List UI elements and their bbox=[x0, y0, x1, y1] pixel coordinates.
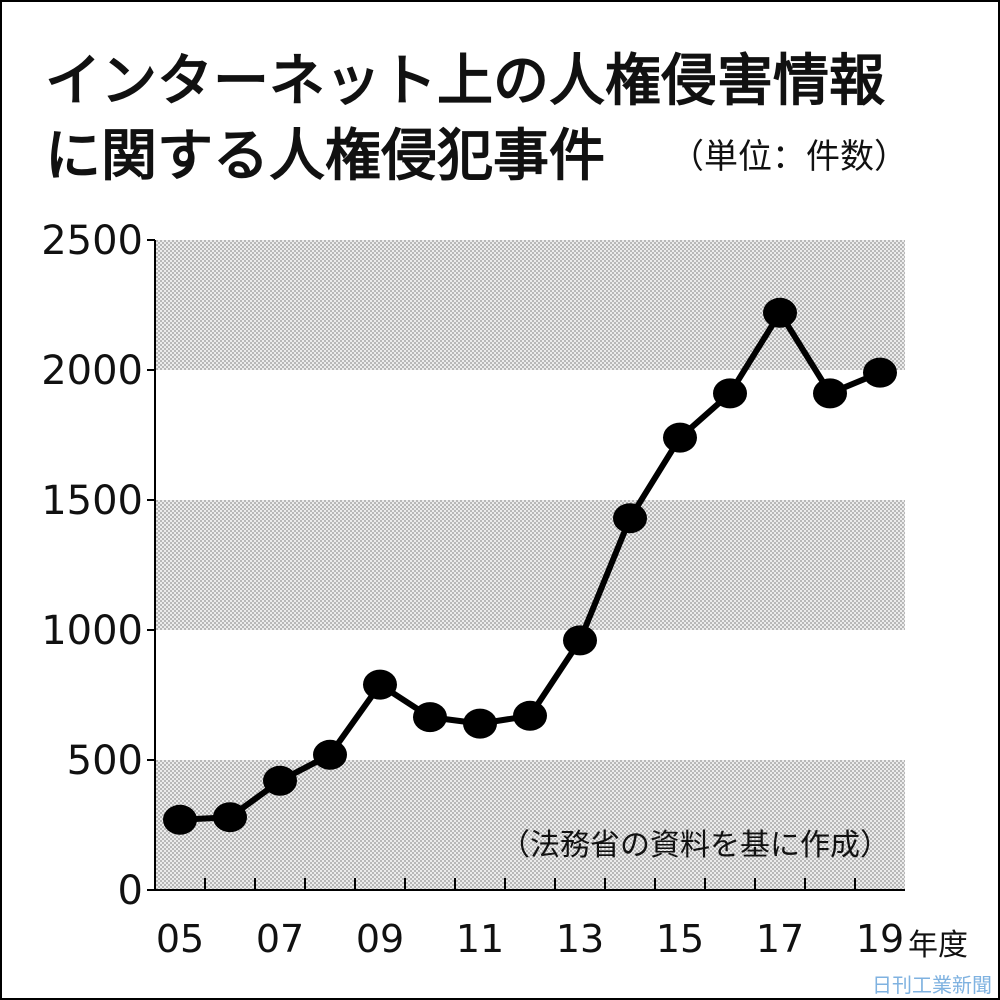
chart-title: に関する人権侵犯事件 bbox=[45, 124, 605, 189]
data-point bbox=[663, 422, 697, 453]
data-point bbox=[863, 357, 897, 388]
x-tick-label: 05 bbox=[156, 917, 204, 961]
x-axis-label: 年度 bbox=[908, 928, 968, 963]
y-tick-label: 0 bbox=[118, 868, 143, 914]
data-point bbox=[813, 378, 847, 409]
x-tick-label: 13 bbox=[556, 917, 604, 961]
data-point bbox=[213, 802, 247, 833]
chart-subtitle: （単位：件数） bbox=[670, 137, 908, 177]
x-tick-label: 19 bbox=[856, 917, 904, 961]
data-point bbox=[463, 708, 497, 739]
x-tick-label: 11 bbox=[456, 917, 504, 961]
data-point bbox=[363, 669, 397, 700]
x-tick-label: 17 bbox=[756, 917, 804, 961]
y-tick-label: 1500 bbox=[41, 478, 143, 524]
data-point bbox=[313, 739, 347, 770]
data-point bbox=[713, 378, 747, 409]
y-tick-label: 2500 bbox=[41, 218, 143, 264]
data-point bbox=[613, 503, 647, 534]
x-tick-label: 15 bbox=[656, 917, 704, 961]
series bbox=[163, 297, 897, 835]
y-tick-label: 1000 bbox=[41, 608, 143, 654]
data-point bbox=[513, 700, 547, 731]
data-point bbox=[263, 765, 297, 796]
axes: 0 500 1000 1500 2000 2500 05 07 09 11 13 15 17 19 bbox=[41, 218, 905, 961]
x-tick-label: 09 bbox=[356, 917, 404, 961]
data-point bbox=[563, 625, 597, 656]
plot-band bbox=[155, 500, 905, 630]
source: 日刊工業新聞 bbox=[872, 973, 992, 997]
data-point bbox=[413, 702, 447, 733]
annotation: （法務省の資料を基に作成） bbox=[500, 828, 890, 863]
data-point bbox=[763, 297, 797, 328]
x-tick-label: 07 bbox=[256, 917, 304, 961]
data-point bbox=[163, 804, 197, 835]
y-tick-label: 500 bbox=[67, 738, 143, 784]
y-tick-label: 2000 bbox=[41, 348, 143, 394]
chart-title: インターネット上の人権侵害情報 bbox=[45, 49, 885, 114]
